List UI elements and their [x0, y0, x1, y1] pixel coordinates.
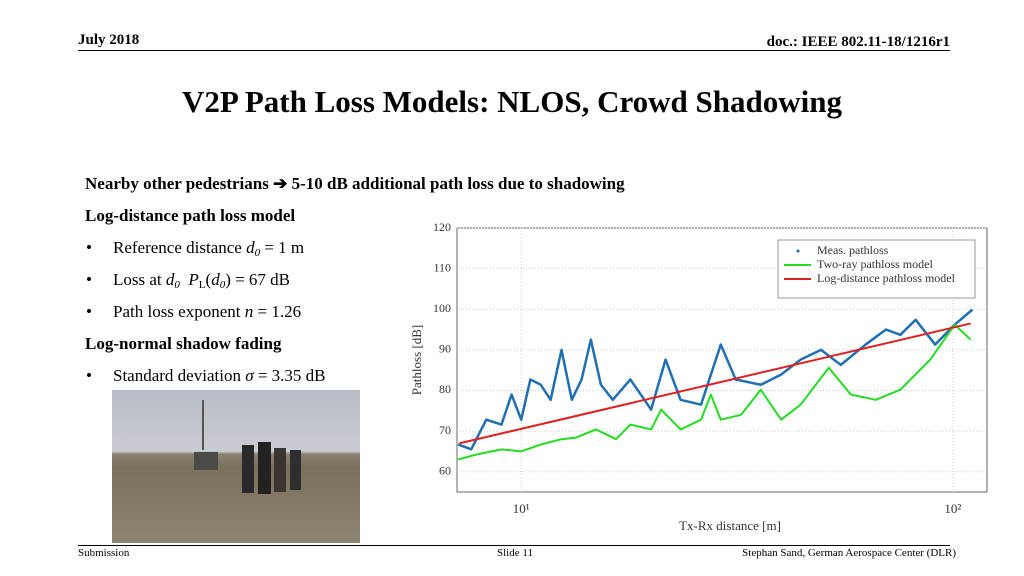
series-line — [459, 322, 971, 445]
bullet: Reference distance d0 = 1 m — [86, 238, 305, 259]
run: d — [211, 270, 220, 289]
run: Standard deviation — [113, 366, 246, 385]
run: d — [165, 270, 175, 289]
bullet: Standard deviation σ = 3.35 dB — [86, 366, 326, 386]
run: 0 — [219, 279, 226, 291]
footer-rule — [78, 545, 950, 546]
intro-text: 5-10 dB additional path loss due to shad… — [291, 174, 625, 193]
legend-box — [777, 239, 976, 299]
run: = 3.35 dB — [253, 366, 326, 385]
intro: Nearby other pedestrians ➔ 5-10 dB addit… — [85, 174, 625, 194]
legend-label: Log-distance pathloss model — [817, 271, 956, 285]
photo-person — [274, 448, 286, 492]
bullet: Loss at d0 PL(d0) = 67 dB — [86, 270, 291, 291]
arrow: ➔ — [273, 174, 288, 193]
header-doc: doc.: IEEE 802.11-18/1216r1 — [766, 34, 950, 50]
run: Loss at — [113, 270, 166, 289]
series-line — [457, 323, 972, 461]
y-axis-label: Pathloss [dB] — [409, 325, 424, 395]
run: σ — [245, 366, 254, 385]
footer-center: Slide 11 — [497, 547, 533, 559]
legend-label: Meas. pathloss — [817, 243, 889, 257]
footer-left: Submission — [78, 547, 130, 559]
legend-marker — [796, 249, 800, 253]
x-tick-label: 10² — [944, 501, 961, 516]
y-tick-label: 120 — [433, 220, 451, 234]
run: n — [244, 302, 254, 321]
header-date: July 2018 — [78, 32, 140, 48]
series-line — [457, 308, 974, 451]
photo-person — [290, 450, 301, 490]
y-tick-label: 110 — [433, 260, 451, 274]
footer-right: Stephan Sand, German Aerospace Center (D… — [742, 547, 956, 559]
run: 0 — [174, 279, 180, 291]
run: d — [246, 238, 255, 257]
section-heading: Log-distance path loss model — [85, 206, 296, 225]
photo-person — [258, 442, 271, 494]
y-tick-label: 60 — [439, 463, 451, 477]
run: Reference distance — [113, 238, 247, 257]
photo-pole — [202, 400, 204, 450]
x-axis-label: Tx-Rx distance [m] — [679, 518, 781, 533]
legend-label: Two-ray pathloss model — [817, 257, 933, 271]
intro-text: Nearby other pedestrians — [85, 174, 269, 193]
section-heading: Log-normal shadow fading — [85, 334, 282, 353]
chart: Tx-Rx distance [m] Pathloss [dB] 60 70 80 9… — [409, 220, 988, 533]
run: Path loss exponent — [113, 302, 245, 321]
y-tick-label: 70 — [439, 423, 451, 437]
run: P — [188, 270, 199, 289]
photo — [112, 390, 360, 543]
run: = 1.26 — [253, 302, 302, 321]
photo-car — [194, 452, 218, 470]
slide-title: V2P Path Loss Models: NLOS, Crowd Shadow… — [181, 84, 843, 119]
photo-person — [242, 445, 254, 493]
run: = 1 m — [260, 238, 305, 257]
run: ( — [205, 270, 212, 289]
run: L — [198, 279, 206, 291]
run: 0 — [254, 247, 261, 259]
header-rule — [78, 50, 950, 51]
y-tick-label: 90 — [439, 342, 451, 356]
bullet: Path loss exponent n = 1.26 — [86, 302, 302, 322]
x-tick-label: 10¹ — [513, 501, 530, 516]
run: ) = 67 dB — [225, 270, 291, 289]
y-tick-label: 80 — [439, 382, 451, 396]
y-tick-label: 100 — [433, 301, 451, 315]
